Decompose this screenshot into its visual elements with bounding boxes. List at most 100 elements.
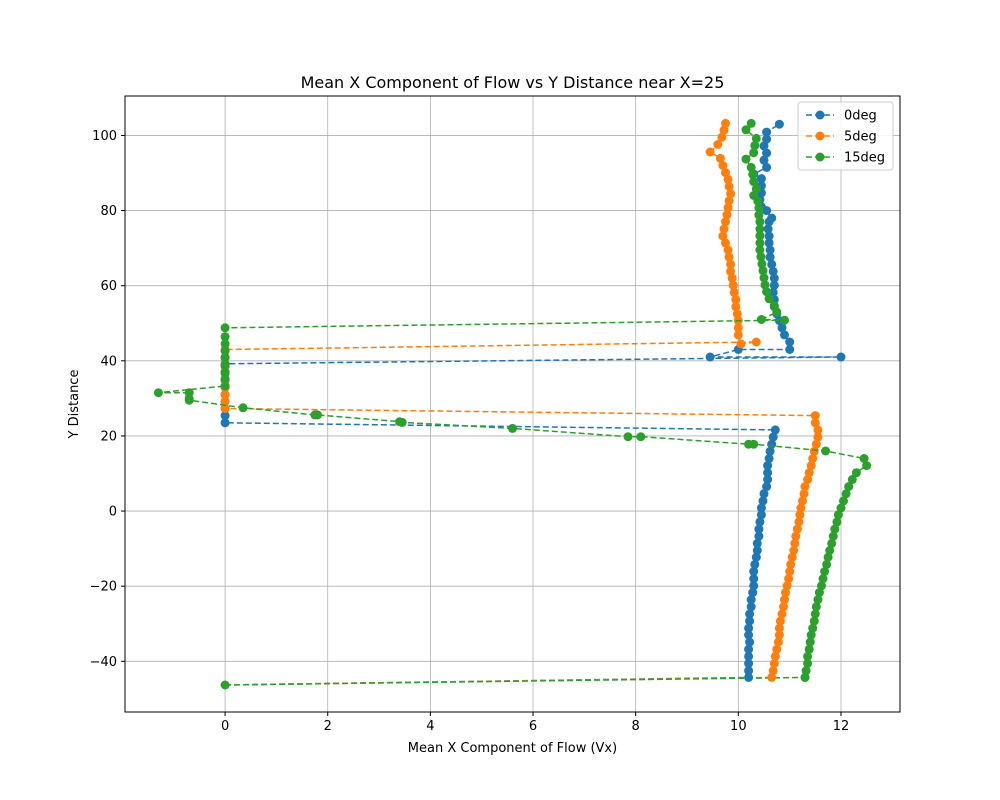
series-5deg [220,118,823,682]
data-point-5deg [220,396,230,406]
legend-label-0deg: 0deg [844,109,877,124]
data-point-0deg [764,238,774,248]
x-tick-label: 4 [426,719,434,734]
data-point-5deg [729,287,739,297]
data-point-15deg [832,517,842,527]
data-point-5deg [726,266,736,276]
y-tick-label: 0 [109,505,117,520]
legend-marker-15deg [815,152,825,162]
data-point-5deg [772,644,782,654]
data-point-0deg [785,337,795,347]
data-point-15deg [764,294,774,304]
data-point-15deg [756,315,766,324]
x-tick-label: 0 [221,719,229,734]
x-tick-label: 12 [833,719,850,734]
y-tick-label: 100 [92,129,117,144]
data-point-15deg [754,203,764,213]
data-point-15deg [758,266,768,276]
data-point-0deg [745,637,755,647]
data-point-5deg [782,581,792,591]
data-point-5deg [751,337,761,347]
data-point-5deg [779,602,788,612]
data-point-15deg [755,224,765,234]
data-point-15deg [310,410,320,420]
data-point-15deg [756,252,766,262]
data-point-5deg [770,651,780,661]
data-point-0deg [764,231,774,241]
data-point-0deg [762,482,772,492]
data-point-5deg [777,609,787,619]
data-point-15deg [759,273,769,283]
data-point-5deg [803,475,813,484]
legend: 0deg 5deg 15deg [797,101,894,171]
data-point-0deg [746,602,756,612]
data-point-15deg [809,616,819,626]
data-point-15deg [636,432,646,442]
data-point-15deg [153,388,163,398]
data-point-15deg [755,217,765,227]
data-point-5deg [781,588,790,598]
data-point-15deg [755,238,765,248]
data-point-0deg [762,134,772,144]
data-point-15deg [762,287,772,297]
data-point-15deg [755,231,765,241]
data-point-5deg [736,339,746,349]
data-point-0deg [744,666,754,676]
data-point-0deg [763,224,773,234]
data-point-5deg [731,295,741,305]
data-point-15deg [748,170,758,179]
data-point-15deg [760,280,770,290]
legend-label-5deg: 5deg [844,130,877,145]
data-point-15deg [220,346,230,356]
y-tick-label: 80 [100,204,117,219]
data-point-15deg [828,531,838,541]
data-point-5deg [721,168,730,178]
y-tick-label: −20 [90,580,117,595]
data-point-15deg [806,630,816,640]
x-tick-label: 10 [730,719,747,734]
data-point-5deg [220,390,230,400]
data-point-0deg [763,468,773,478]
data-point-5deg [810,418,820,428]
data-point-5deg [794,517,804,527]
data-point-5deg [813,432,823,442]
data-point-15deg [803,659,813,668]
data-point-0deg [768,432,778,442]
data-point-15deg [184,388,194,398]
data-point-5deg [723,203,733,213]
data-point-0deg [748,588,758,598]
data-point-15deg [818,574,828,584]
data-point-5deg [799,489,809,499]
data-point-0deg [705,352,715,362]
data-point-5deg [721,217,730,227]
data-point-15deg [749,177,759,187]
data-point-5deg [719,224,729,234]
data-point-15deg [751,133,761,143]
data-point-15deg [780,315,789,325]
x-axis-label: Mean X Component of Flow (Vx) [408,741,617,756]
data-point-5deg [727,273,737,283]
data-point-0deg [763,461,773,471]
data-point-0deg [744,644,754,654]
data-point-5deg [732,309,742,319]
data-point-15deg [220,367,230,377]
data-point-0deg [770,425,780,435]
data-point-15deg [836,503,846,513]
data-point-15deg [741,125,751,135]
data-point-15deg [220,332,230,342]
data-point-0deg [765,245,775,255]
data-point-15deg [821,446,831,456]
data-point-5deg [713,140,723,149]
data-point-15deg [220,381,230,391]
data-point-0deg [768,287,778,297]
data-point-5deg [795,510,805,520]
data-point-5deg [769,659,779,668]
data-point-15deg [508,423,517,433]
data-point-5deg [798,496,807,506]
data-point-0deg [780,330,789,340]
data-point-0deg [774,119,784,129]
series-15deg [153,118,872,690]
data-point-15deg [805,637,815,647]
data-point-0deg [756,503,766,513]
data-point-0deg [220,418,230,428]
